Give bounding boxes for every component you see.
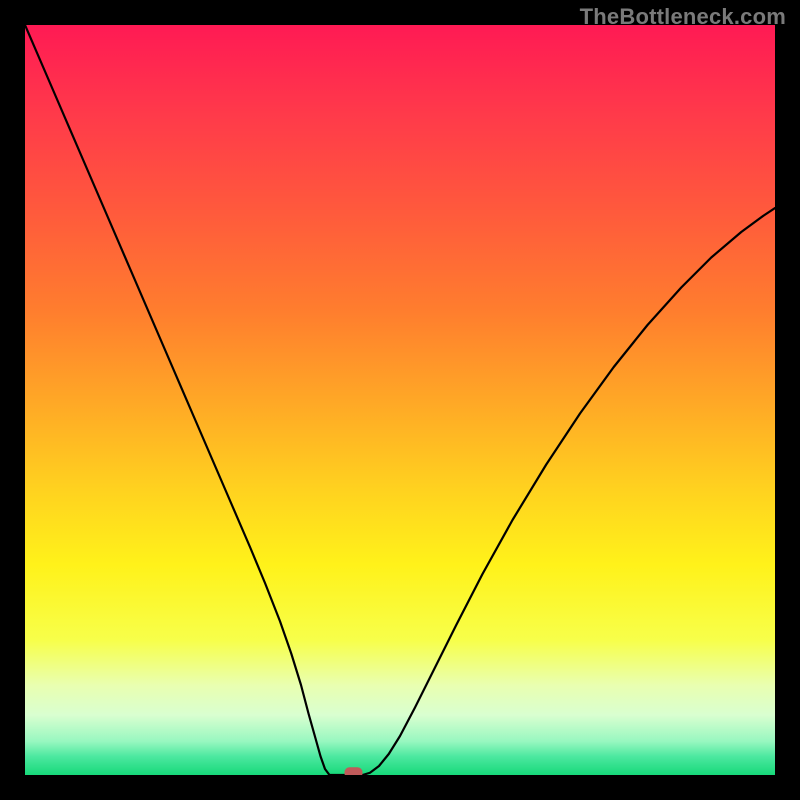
chart-frame: TheBottleneck.com: [0, 0, 800, 800]
plot-area: [25, 25, 775, 775]
plot-svg: [25, 25, 775, 775]
gradient-background: [25, 25, 775, 775]
optimum-marker: [345, 767, 363, 775]
